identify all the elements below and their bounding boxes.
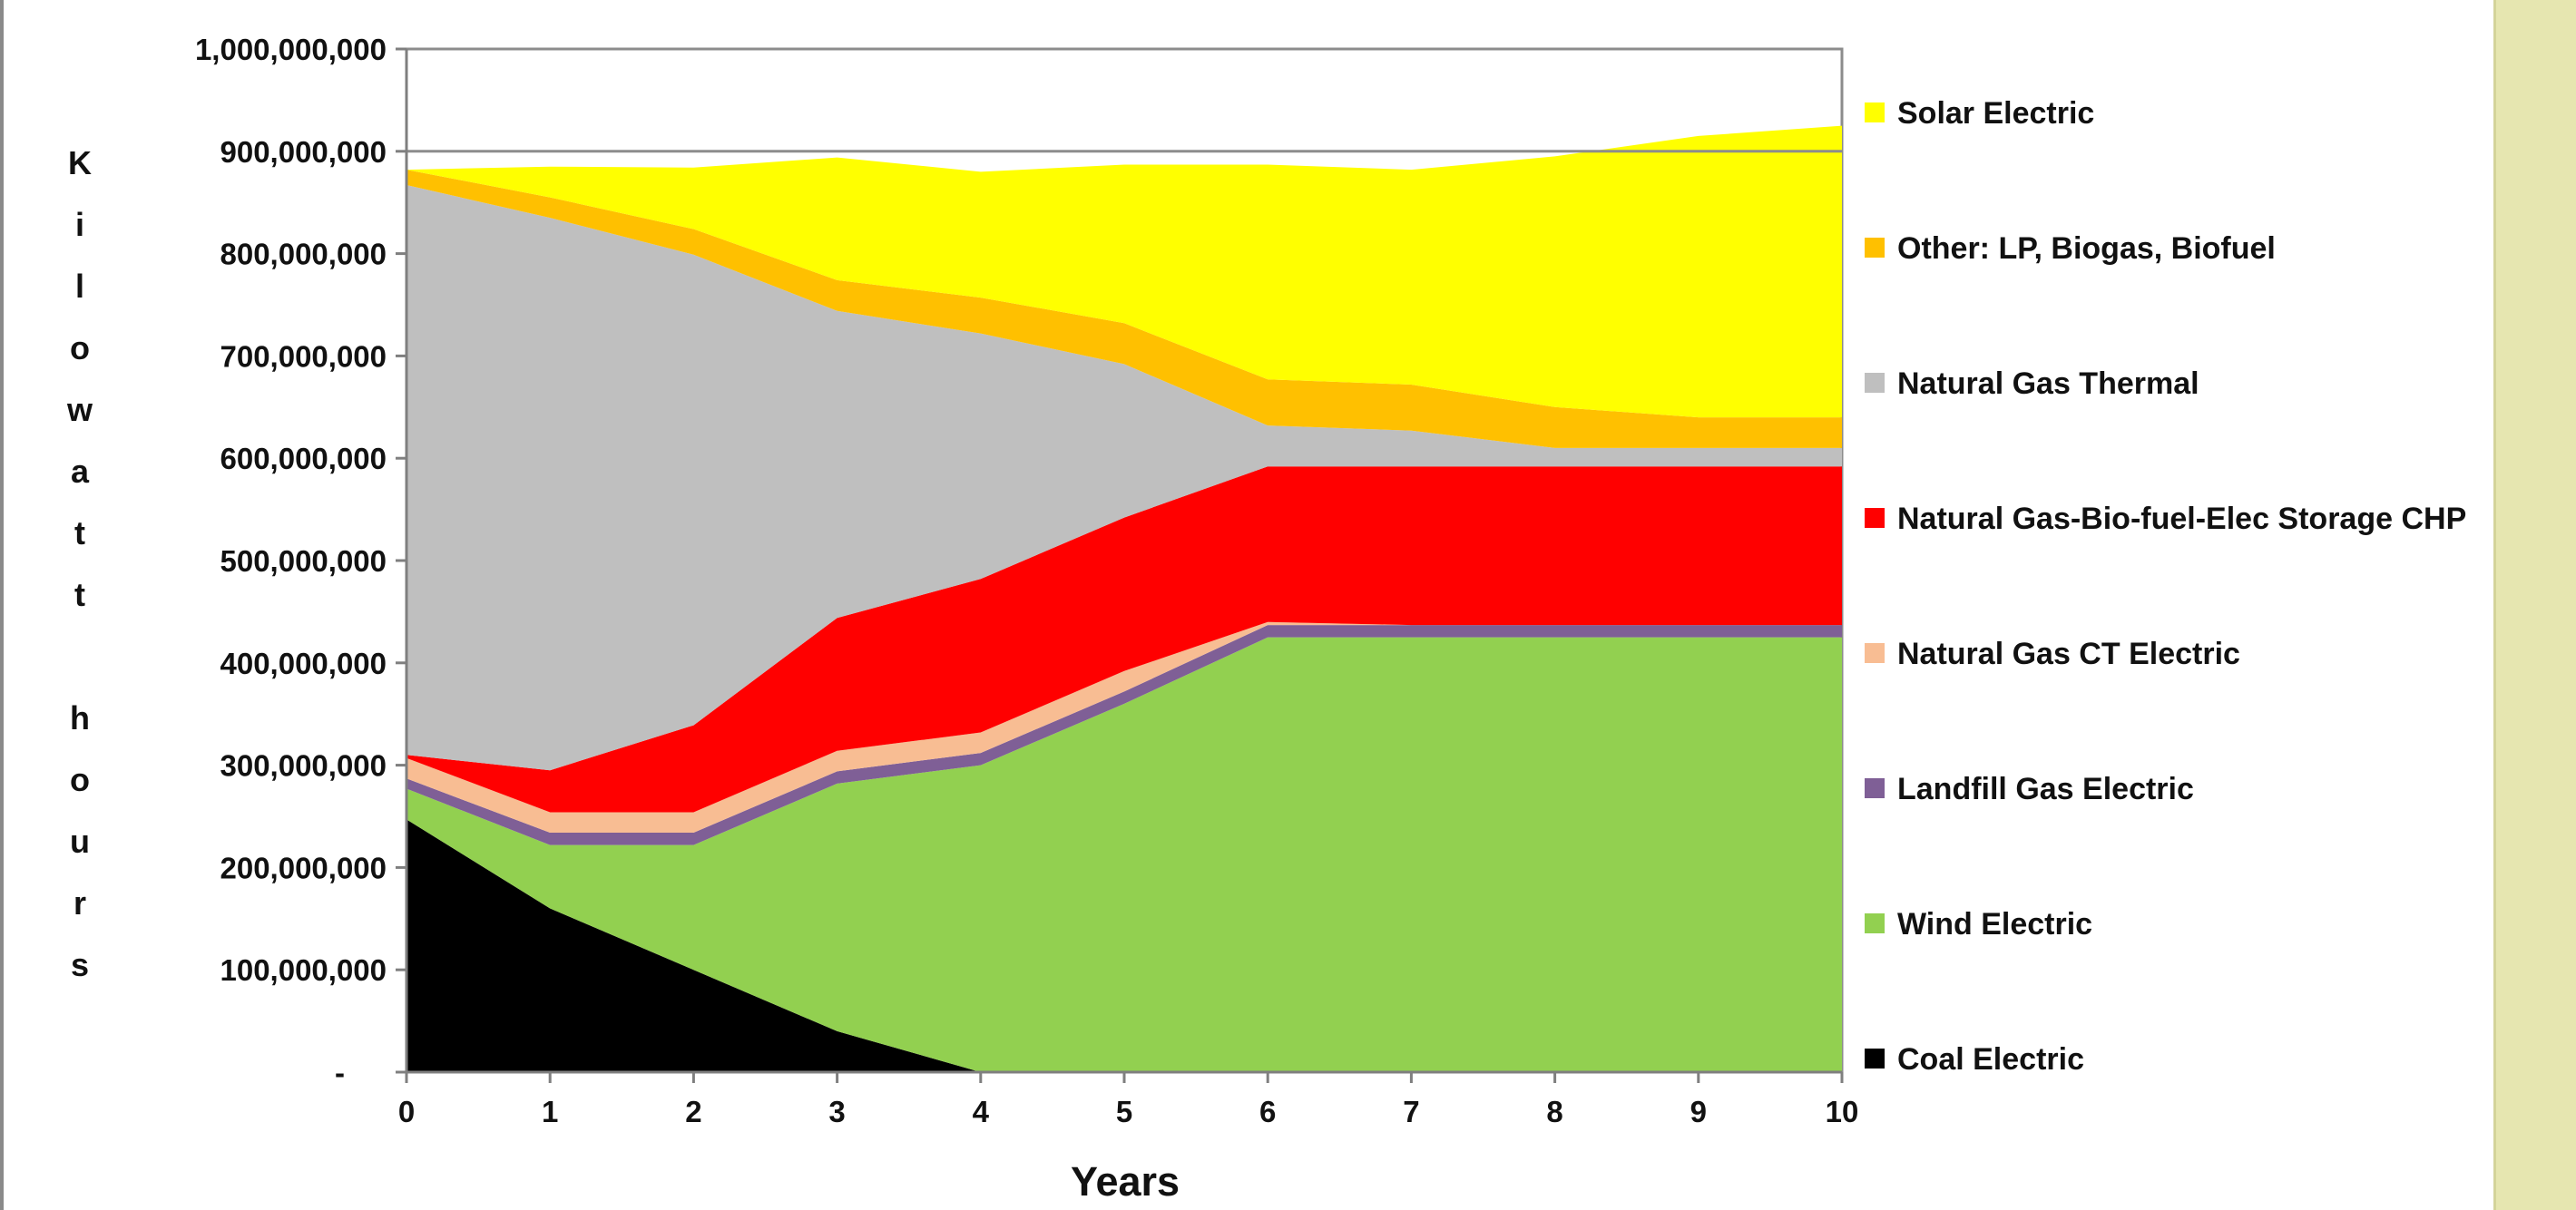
legend-item-coal-electric: Coal Electric	[1865, 1042, 2084, 1077]
legend-label: Other: LP, Biogas, Biofuel	[1897, 231, 2276, 266]
y-tick-label: 800,000,000	[220, 238, 387, 271]
y-tick-label: 100,000,000	[220, 953, 387, 987]
legend-swatch	[1865, 238, 1885, 258]
y-tick-label: 200,000,000	[220, 851, 387, 884]
legend-swatch	[1865, 643, 1885, 663]
legend-item-natural-gas-ct-electric: Natural Gas CT Electric	[1865, 637, 2240, 671]
area-wind-electric	[406, 637, 1842, 1072]
legend-item-wind-electric: Wind Electric	[1865, 907, 2092, 942]
area-natural-gas-bio-fuel-elec-storage-chp	[406, 466, 1842, 813]
y-tick-label: -	[335, 1056, 345, 1089]
area-coal-electric	[406, 819, 1842, 1072]
x-tick-label: 10	[1826, 1095, 1859, 1128]
area-natural-gas-thermal	[406, 185, 1842, 771]
y-axis-label-letter: h	[70, 699, 90, 737]
x-tick-label: 7	[1403, 1095, 1419, 1128]
y-tick-label: 500,000,000	[220, 544, 387, 578]
legend-label: Natural Gas Thermal	[1897, 366, 2199, 401]
y-axis-label-letter: o	[70, 329, 90, 366]
y-axis-label-letter: s	[71, 946, 89, 983]
y-axis-label-letter: u	[70, 823, 90, 860]
x-axis-label: Years	[1071, 1158, 1180, 1205]
x-tick-label: 4	[973, 1095, 990, 1128]
y-tick-label: 400,000,000	[220, 647, 387, 680]
y-axis-label-letter: t	[74, 576, 85, 613]
legend-label: Natural Gas CT Electric	[1897, 637, 2240, 671]
y-axis-label-letter: l	[75, 268, 84, 305]
legend-swatch	[1865, 508, 1885, 528]
legend-item-other-lp-biogas-biofuel: Other: LP, Biogas, Biofuel	[1865, 231, 2276, 266]
y-axis-label-letter: t	[74, 514, 85, 551]
area-other-lp-biogas-biofuel	[406, 170, 1842, 448]
legend-label: Coal Electric	[1897, 1042, 2084, 1077]
y-tick-label: 300,000,000	[220, 749, 387, 783]
side-panel	[2493, 0, 2576, 1210]
legend-swatch	[1865, 1049, 1885, 1069]
legend-item-natural-gas-thermal: Natural Gas Thermal	[1865, 366, 2199, 401]
y-axis-label-letter: r	[73, 884, 86, 922]
x-tick-labels: 0 1 2 3 4 5 6 7 8 9 10	[398, 1095, 1859, 1128]
legend-label: Natural Gas-Bio-fuel-Elec Storage CHP	[1897, 502, 2466, 536]
axes-layer	[396, 47, 1844, 1083]
legend-item-natural-gas-bio-fuel-elec-storage-chp: Natural Gas-Bio-fuel-Elec Storage CHP	[1865, 502, 2466, 536]
y-axis-label-letter: i	[75, 206, 84, 243]
x-tick-label: 0	[398, 1095, 415, 1128]
x-tick-label: 6	[1259, 1095, 1276, 1128]
legend-label: Solar Electric	[1897, 96, 2094, 131]
y-axis-label-letter: w	[66, 391, 93, 428]
x-tick-label: 3	[828, 1095, 845, 1128]
legend: Solar Electric Other: LP, Biogas, Biofuel…	[1865, 96, 2466, 1077]
x-tick-label: 2	[685, 1095, 701, 1128]
area-layer	[405, 47, 1844, 1074]
x-tick-label: 9	[1690, 1095, 1707, 1128]
y-axis-label-letter: o	[70, 761, 90, 798]
x-tick-label: 5	[1116, 1095, 1132, 1128]
x-tick-label: 8	[1546, 1095, 1562, 1128]
y-tick-label: 600,000,000	[220, 442, 387, 475]
y-tick-label: 1,000,000,000	[195, 33, 387, 66]
y-tick-label: 900,000,000	[220, 135, 387, 169]
y-tick-labels: - 100,000,000 200,000,000 300,000,000 400,00…	[195, 33, 387, 1089]
legend-swatch	[1865, 778, 1885, 798]
y-tick-label: 700,000,000	[220, 339, 387, 373]
legend-swatch	[1865, 373, 1885, 393]
y-axis-label-letter: K	[68, 144, 92, 181]
x-tick-label: 1	[542, 1095, 558, 1128]
area-solar-electric	[406, 125, 1842, 418]
legend-label: Wind Electric	[1897, 907, 2092, 942]
frame-left-border	[0, 0, 4, 1210]
legend-swatch	[1865, 102, 1885, 122]
legend-item-landfill-gas-electric: Landfill Gas Electric	[1865, 772, 2194, 806]
y-axis-label-letter: a	[71, 453, 90, 490]
legend-label: Landfill Gas Electric	[1897, 772, 2194, 806]
legend-item-solar-electric: Solar Electric	[1865, 96, 2094, 131]
legend-swatch	[1865, 913, 1885, 933]
